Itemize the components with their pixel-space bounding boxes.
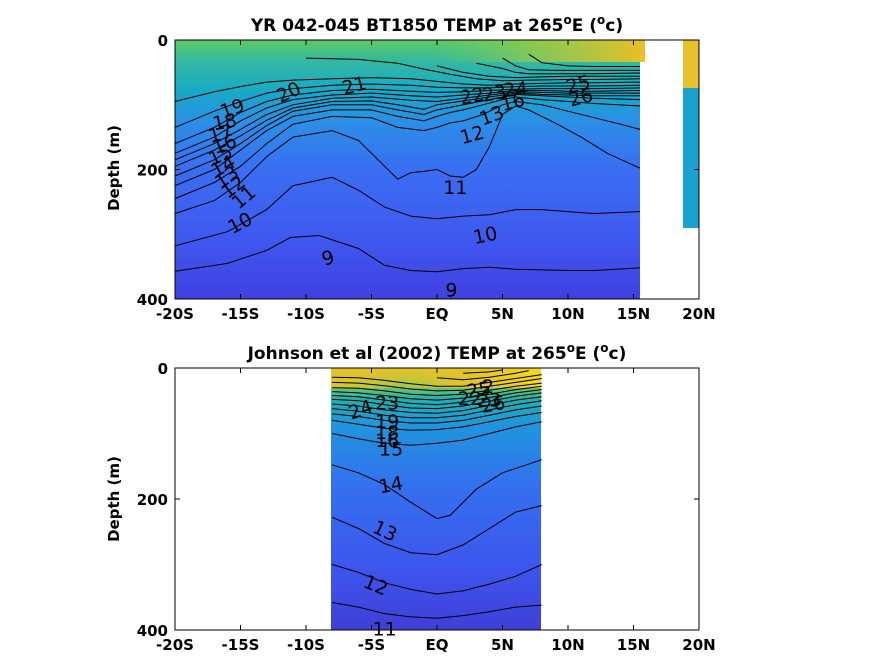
x-tick-label: EQ [426,305,449,323]
contour-line-9-0 [174,234,641,273]
x-tick-label: 20N [682,636,715,654]
contour-line-11-1 [332,564,543,595]
top-panel-y-ticks: 0 200 400 [137,32,699,309]
contour-line-24-15 [502,57,640,71]
contour-line-17-8 [174,90,641,154]
contour-line-13-3 [332,459,542,520]
contour-line-22-13 [436,65,640,79]
bottom-panel-ylabel: Depth (m) [105,456,123,542]
contour-label-3: 10 [471,222,499,249]
contour-line-16-6 [332,405,542,424]
contour-label-1: 23 [375,393,399,415]
x-tick-label: -10S [287,305,325,323]
contour-line-16-7 [174,91,640,161]
contour-line-20-11 [174,77,641,102]
contour-line-11-2 [174,105,641,214]
bottom-panel-x-ticks: -20S -15S -10S -5S EQ 5N 10N 15N 20N [156,368,716,654]
x-tick-label: -5S [358,305,385,323]
top-panel: YR 042-045 BT1850 TEMP at 265oE (oc) Dep… [105,13,716,323]
y-tick-label: 200 [137,162,168,180]
contour-label-14: 26 [479,392,507,418]
top-panel-title: YR 042-045 BT1850 TEMP at 265oE (oc) [250,13,623,36]
x-tick-label: -5S [358,636,385,654]
contour-line-15-5 [332,412,542,431]
contour-label-15: 2 [482,376,494,398]
contour-line-23-14 [476,62,641,75]
contour-line-21-11 [332,385,542,401]
contour-label-5: 11 [443,177,467,199]
bottom-panel-contours [332,369,543,619]
contour-line-24-14 [332,374,542,387]
contour-line-23-13 [332,378,542,392]
y-tick-label: 400 [137,291,168,309]
x-tick-label: -15S [222,636,260,654]
x-tick-label: 15N [617,636,650,654]
contour-label-12: 23 [477,389,501,411]
contour-line-25-15 [436,370,529,381]
contour-line-20-10 [332,389,542,406]
contour-label-11: 22 [458,388,482,410]
contour-line-12-2 [332,505,542,556]
contour-line-12-3 [174,100,641,200]
top-panel-contours [174,53,641,273]
x-tick-label: 10N [551,305,584,323]
top-panel-east-strip-upper [683,40,699,88]
contour-line-19-10 [174,83,641,128]
contour-label-1: 9 [445,280,457,302]
x-tick-label: -20S [156,305,194,323]
y-tick-label: 0 [158,360,168,378]
contour-line-18-9 [174,87,641,145]
contour-label-4: 16 [375,430,399,452]
x-tick-label: 5N [491,636,514,654]
contour-label-13: 25 [465,377,493,403]
x-tick-label: 15N [617,305,650,323]
bottom-panel-y-ticks: 0 200 400 [137,360,699,640]
contour-line-13-4 [174,96,641,187]
bottom-panel-title: Johnson et al (2002) TEMP at 265oE (oc) [247,341,627,364]
contour-label-18: 22 [458,84,486,110]
x-tick-label: 5N [491,305,514,323]
contour-line-10-1 [174,176,641,247]
y-tick-label: 200 [137,491,168,509]
bottom-panel: Johnson et al (2002) TEMP at 265oE (oc) … [105,341,716,654]
top-panel-east-strip-lower [683,88,699,228]
top-panel-ylabel: Depth (m) [105,125,123,211]
contour-label-20: 24 [503,78,529,102]
contour-line-25-16 [528,53,640,67]
x-tick-label: 20N [682,305,715,323]
x-tick-label: -10S [287,636,325,654]
contour-line-19-9 [332,392,542,410]
y-tick-label: 400 [137,622,168,640]
y-tick-label: 0 [158,32,168,50]
contour-label-19: 23 [481,81,509,107]
contour-line-10-0 [332,602,542,619]
x-tick-label: 10N [551,636,584,654]
x-tick-label: -20S [156,636,194,654]
contour-line-18-8 [332,396,542,414]
contour-label-2: 19 [375,411,399,433]
contour-line-17-7 [332,400,542,419]
contour-line-14-5 [174,93,641,177]
contour-label-14: 18 [211,109,239,135]
contour-line-26-16 [463,369,503,374]
x-tick-label: EQ [426,636,449,654]
contour-label-6: 14 [377,472,405,498]
x-tick-label: -15S [222,305,260,323]
contour-label-3: 18 [375,422,399,444]
contour-line-21-12 [305,57,641,82]
bottom-panel-plot-area: 2423191816151413121110222325262 -20S-15S… [137,360,716,654]
contour-line-15-6 [174,92,640,167]
contour-line-14-4 [332,421,542,446]
contour-line-22-12 [332,382,542,397]
top-panel-warm-field [430,40,645,62]
top-panel-x-ticks: -20S -15S -10S -5S EQ 5N 10N 15N 20N [156,40,716,323]
contour-label-5: 15 [379,438,403,460]
